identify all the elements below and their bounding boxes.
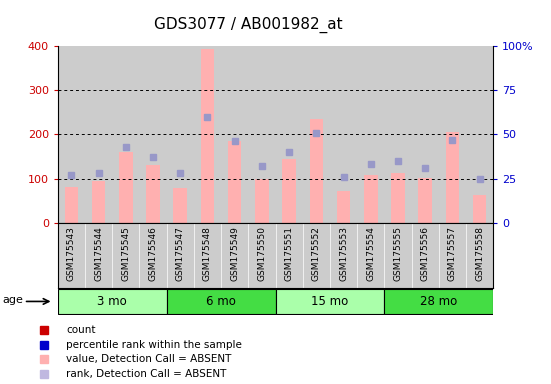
Bar	[119, 152, 133, 223]
Text: GDS3077 / AB001982_at: GDS3077 / AB001982_at	[154, 17, 342, 33]
Bar	[85, 46, 112, 223]
Text: GSM175555: GSM175555	[393, 226, 402, 281]
Text: 3 mo: 3 mo	[98, 295, 127, 308]
Bar	[418, 178, 432, 223]
Bar	[439, 46, 466, 223]
Bar	[112, 46, 139, 223]
Bar	[166, 46, 194, 223]
Bar	[357, 46, 384, 223]
Text: GSM175544: GSM175544	[94, 226, 103, 281]
Bar	[255, 179, 269, 223]
Text: GSM175545: GSM175545	[121, 226, 131, 281]
Bar	[466, 46, 493, 223]
Bar	[337, 191, 350, 223]
Text: GSM175553: GSM175553	[339, 226, 348, 281]
Text: GSM175543: GSM175543	[67, 226, 76, 281]
Bar	[276, 46, 302, 223]
Bar	[174, 188, 187, 223]
Text: GSM175547: GSM175547	[176, 226, 185, 281]
Bar	[412, 46, 439, 223]
Text: GSM175556: GSM175556	[420, 226, 430, 281]
Text: GSM175551: GSM175551	[285, 226, 294, 281]
Bar	[92, 181, 105, 223]
Text: 28 mo: 28 mo	[420, 295, 457, 308]
Text: GSM175554: GSM175554	[366, 226, 375, 281]
Bar	[194, 46, 221, 223]
Bar	[228, 141, 241, 223]
Bar	[364, 175, 377, 223]
Bar	[473, 195, 487, 223]
Text: percentile rank within the sample: percentile rank within the sample	[66, 340, 242, 350]
Bar	[446, 132, 459, 223]
Text: GSM175548: GSM175548	[203, 226, 212, 281]
Bar	[221, 46, 249, 223]
Bar	[310, 119, 323, 223]
Bar	[282, 159, 296, 223]
Bar	[139, 46, 166, 223]
Bar	[391, 173, 405, 223]
Bar	[58, 46, 85, 223]
Text: GSM175550: GSM175550	[257, 226, 266, 281]
Bar	[302, 46, 330, 223]
Bar	[384, 290, 493, 313]
Text: 15 mo: 15 mo	[311, 295, 349, 308]
Bar	[166, 290, 276, 313]
Text: GSM175549: GSM175549	[230, 226, 239, 281]
Bar	[276, 290, 385, 313]
Text: 6 mo: 6 mo	[206, 295, 236, 308]
Text: count: count	[66, 326, 96, 336]
Text: GSM175557: GSM175557	[448, 226, 457, 281]
Bar	[384, 46, 412, 223]
Text: value, Detection Call = ABSENT: value, Detection Call = ABSENT	[66, 354, 231, 364]
Bar	[201, 49, 214, 223]
Text: age: age	[3, 295, 24, 305]
Text: rank, Detection Call = ABSENT: rank, Detection Call = ABSENT	[66, 369, 226, 379]
Bar	[146, 165, 160, 223]
Text: GSM175552: GSM175552	[312, 226, 321, 281]
Text: GSM175546: GSM175546	[149, 226, 158, 281]
Bar	[64, 187, 78, 223]
Bar	[249, 46, 276, 223]
Bar	[58, 290, 166, 313]
Text: GSM175558: GSM175558	[475, 226, 484, 281]
Bar	[330, 46, 357, 223]
